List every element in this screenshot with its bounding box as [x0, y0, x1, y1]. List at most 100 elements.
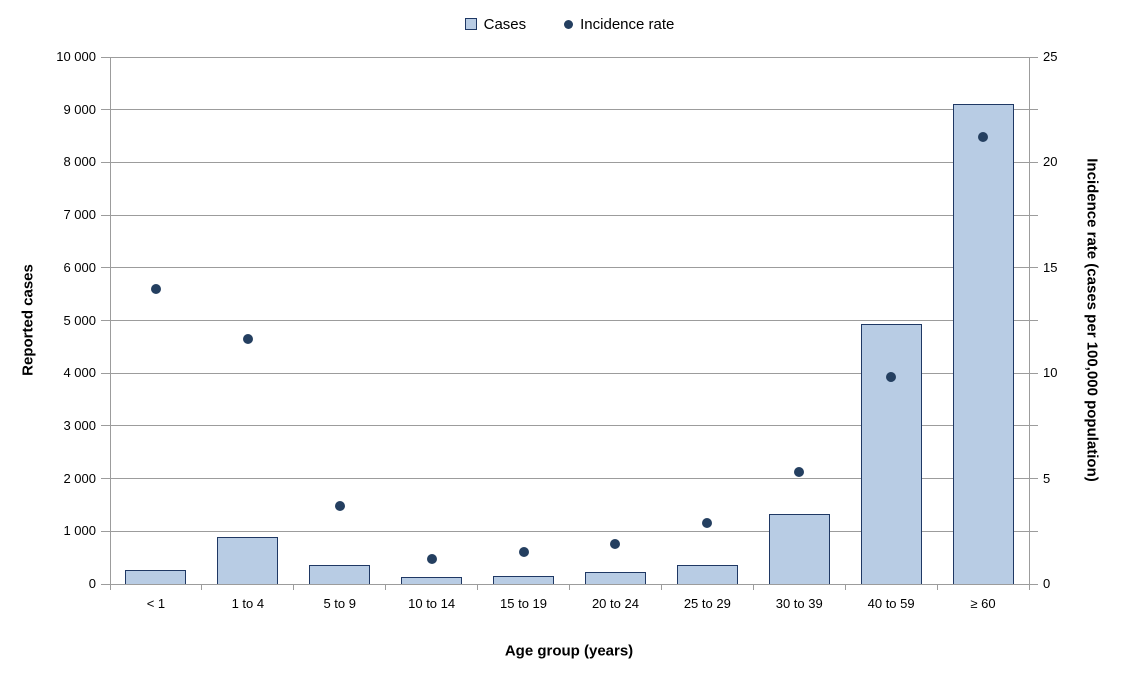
right-axis-tick-label: 20 [1043, 154, 1058, 170]
bar-cases [676, 565, 738, 584]
gridline [110, 530, 1029, 532]
right-axis-tick [1029, 320, 1038, 321]
x-axis-category-label: 1 to 4 [231, 596, 265, 611]
right-axis-tick [1029, 109, 1038, 111]
right-axis-tick [1029, 372, 1038, 374]
x-axis-category-label: 20 to 24 [591, 596, 639, 611]
left-axis-tick [101, 425, 110, 427]
x-axis-category-label: 30 to 39 [775, 596, 823, 611]
left-axis-tick [101, 372, 110, 374]
incidence-rate-dot-swatch-icon [564, 19, 574, 29]
gridline [110, 320, 1029, 321]
left-axis-tick [101, 478, 110, 480]
left-axis-tick [101, 267, 110, 269]
bar-cases [401, 577, 463, 584]
incidence-rate-point [334, 501, 345, 511]
left-axis-tick [101, 109, 110, 111]
left-axis-tick [101, 530, 110, 532]
right-axis-tick-label: 5 [1043, 470, 1051, 486]
x-axis-tick [385, 584, 387, 590]
left-axis-tick-label: 6 000 [63, 259, 96, 275]
incidence-rate-point [978, 132, 989, 143]
left-axis-tick-label: 8 000 [63, 154, 96, 170]
gridline [110, 109, 1029, 111]
legend-label-cases: Cases [483, 15, 527, 33]
bar-cases [309, 565, 371, 584]
x-axis-tick [936, 584, 938, 590]
left-axis-tick-label: 4 000 [63, 365, 96, 381]
left-axis-tick [101, 583, 110, 585]
left-axis-tick-label: 3 000 [63, 417, 96, 433]
x-axis-tick [201, 584, 203, 590]
x-axis-tick [752, 584, 754, 590]
y-axis-line-left [109, 57, 111, 590]
left-axis-tick-label: 0 [88, 576, 96, 591]
left-axis-tick-label: 2 000 [63, 470, 96, 486]
bar-cases [217, 536, 279, 584]
right-axis-tick-label: 10 [1043, 365, 1058, 381]
left-axis-tick-label: 5 000 [63, 312, 96, 328]
x-axis-category-label: 10 to 14 [408, 596, 456, 611]
x-axis-tick [477, 584, 479, 590]
right-axis-tick [1029, 56, 1038, 58]
x-axis-tick [660, 584, 662, 590]
left-axis-tick [101, 320, 110, 321]
x-axis-category-label: < 1 [146, 596, 166, 611]
x-axis-tick [844, 584, 846, 590]
left-axis-tick-label: 10 000 [56, 49, 96, 64]
right-axis-tick [1029, 583, 1038, 585]
left-axis-tick-label: 7 000 [63, 207, 96, 223]
left-axis-tick-label: 9 000 [63, 101, 96, 117]
cases-bar-swatch-icon [464, 18, 477, 30]
right-axis-tick-label: 15 [1043, 259, 1058, 275]
bar-cases [860, 323, 922, 584]
incidence-rate-point [242, 334, 253, 345]
legend-item-incidence-rate: Incidence rate [564, 16, 674, 33]
right-axis-tick [1029, 530, 1038, 532]
y-axis-line-right [1028, 57, 1030, 584]
right-axis-tick-label: 25 [1043, 49, 1058, 64]
x-axis-category-label: 5 to 9 [323, 596, 356, 611]
gridline [110, 425, 1029, 427]
right-axis-tick [1029, 267, 1038, 269]
gridline [110, 372, 1029, 374]
left-axis-tick [101, 214, 110, 216]
incidence-rate-point [518, 547, 529, 558]
incidence-rate-point [426, 553, 437, 564]
x-axis-category-label: 15 to 19 [500, 596, 548, 611]
incidence-rate-point [610, 538, 621, 549]
x-axis-line [110, 583, 1030, 585]
legend-label-incidence-rate: Incidence rate [580, 15, 675, 33]
bar-cases [952, 104, 1014, 584]
bar-cases [493, 575, 555, 584]
right-axis-tick [1029, 425, 1038, 427]
incidence-rate-point [150, 283, 161, 294]
x-axis-tick [109, 584, 111, 590]
left-axis-tick-label: 1 000 [63, 523, 96, 539]
x-axis-category-label: 25 to 29 [683, 596, 731, 611]
gridline [110, 478, 1029, 480]
x-axis-tick [1028, 584, 1030, 590]
legend: Cases Incidence rate [110, 12, 1029, 36]
right-axis-tick-label: 0 [1043, 576, 1051, 591]
gridline [110, 267, 1029, 269]
bar-cases [768, 514, 830, 584]
left-axis-tick [101, 161, 110, 163]
bar-cases [125, 569, 187, 584]
x-axis-category-label: ≥ 60 [970, 596, 996, 611]
incidence-rate-point [886, 372, 897, 383]
x-axis-tick [569, 584, 570, 590]
incidence-rate-point [702, 517, 713, 528]
x-axis-title: Age group (years) [504, 642, 634, 660]
legend-item-cases: Cases [464, 15, 527, 33]
right-axis-tick [1029, 214, 1038, 216]
bar-cases [584, 571, 646, 584]
gridline [110, 56, 1029, 58]
right-axis-tick [1029, 478, 1038, 480]
x-axis-category-label: 40 to 59 [867, 596, 915, 611]
incidence-rate-point [794, 467, 805, 478]
left-axis-tick [101, 56, 110, 58]
right-axis-tick [1029, 161, 1038, 163]
